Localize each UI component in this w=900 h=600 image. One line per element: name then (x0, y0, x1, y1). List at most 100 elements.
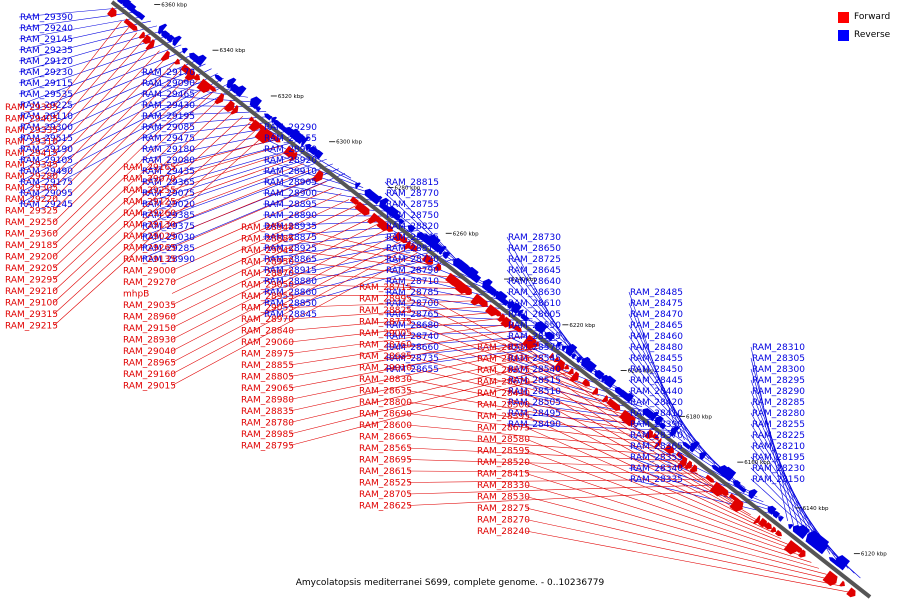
gene-label: RAM_29220 (5, 195, 58, 205)
gene-label: RAM_29105 (20, 156, 73, 166)
gene-label: RAM_28875 (264, 233, 317, 243)
gene-label: RAM_29245 (20, 200, 73, 210)
reverse-gene-arrow (507, 300, 515, 310)
reverse-gene-arrow (355, 182, 361, 189)
forward-gene-arrow (283, 145, 295, 158)
gene-label: RAM_29095 (20, 189, 73, 199)
forward-gene-arrow (399, 235, 408, 244)
forward-gene-arrow (367, 212, 378, 224)
leader-line (171, 205, 357, 294)
reverse-gene-arrow (670, 425, 680, 437)
gene-label: RAM_28540 (508, 365, 561, 375)
gene-label: RAM_29195 (142, 112, 195, 122)
gene-label: RAM_28870 (241, 269, 294, 279)
gene-label: RAM_28660 (386, 343, 439, 353)
reverse-gene-arrow (495, 290, 508, 304)
gene-label: RAM_28435 (477, 355, 530, 365)
gene-label: RAM_28805 (241, 373, 294, 383)
gene-label: RAM_29130 (123, 221, 176, 231)
leader-line (407, 436, 675, 456)
leader-line (628, 313, 691, 445)
leader-line (407, 490, 721, 506)
leader-line (18, 82, 230, 194)
leader-line (525, 358, 736, 504)
leader-line (407, 309, 592, 391)
forward-gene-arrow (214, 93, 225, 105)
gene-label: RAM_29390 (20, 13, 73, 23)
gene-label: RAM_29515 (20, 134, 73, 144)
reverse-gene-arrow (604, 375, 617, 389)
gene-label: RAM_28715 (359, 283, 412, 293)
gene-label: RAM_28525 (359, 479, 412, 489)
gene-label: RAM_29365 (142, 178, 195, 188)
leader-line (140, 154, 321, 216)
reverse-gene-arrow (805, 530, 830, 554)
reverse-gene-arrow (314, 149, 324, 160)
leader-line (53, 50, 160, 165)
forward-gene-arrow (770, 526, 777, 533)
gene-label: RAM_29345 (5, 161, 58, 171)
reverse-gene-arrow (519, 314, 530, 322)
leader-line (525, 461, 804, 557)
gene-label: RAM_29240 (20, 24, 73, 34)
reverse-gene-arrow (511, 302, 522, 315)
gene-label: RAM_28815 (386, 178, 439, 188)
gene-label: RAM_29035 (123, 301, 176, 311)
gene-label: RAM_28645 (508, 266, 561, 276)
forward-gene-arrow (705, 474, 715, 483)
gene-label: RAM_28810 (386, 244, 439, 254)
leader-line (53, 20, 122, 108)
reverse-gene-arrow (721, 466, 737, 482)
leader-line (53, 38, 145, 142)
gene-label: RAM_28845 (264, 310, 317, 320)
gene-label: RAM_28775 (359, 318, 412, 328)
reverse-gene-arrow (834, 555, 850, 571)
leader-line (525, 450, 797, 551)
leader-line (407, 424, 668, 450)
leader-line (407, 286, 577, 379)
reverse-gene-arrow (518, 309, 524, 317)
reverse-gene-arrow (772, 511, 781, 519)
gene-label: RAM_29270 (123, 278, 176, 288)
gene-label: RAM_28885 (241, 235, 294, 245)
forward-gene-arrow (141, 34, 151, 45)
leader-line (171, 228, 388, 340)
forward-gene-arrow (567, 368, 574, 375)
leader-line (53, 26, 130, 119)
forward-gene-arrow (271, 134, 281, 143)
leader-line (407, 470, 698, 474)
gene-label: RAM_28210 (752, 442, 805, 452)
leader-line (171, 217, 372, 317)
gene-label: RAM_28355 (630, 453, 683, 463)
gene-label: RAM_28550 (508, 321, 561, 331)
forward-gene-arrow (664, 443, 674, 454)
gene-label: RAM_29045 (241, 246, 294, 256)
gene-label: RAM_28820 (386, 222, 439, 232)
forward-gene-arrow (822, 570, 838, 586)
gene-label: RAM_28770 (386, 189, 439, 199)
gene-label: RAM_28460 (630, 332, 683, 342)
gene-label: RAM_29465 (142, 90, 195, 100)
gene-label: RAM_29070 (123, 175, 176, 185)
gene-label: RAM_28225 (752, 431, 805, 441)
forward-gene-arrow (174, 58, 180, 65)
gene-label: RAM_28760 (359, 341, 412, 351)
leader-line (407, 378, 638, 426)
reverse-gene-arrow (650, 411, 659, 422)
leader-line (262, 203, 394, 212)
forward-gene-arrow (839, 580, 845, 587)
gene-glyphs (107, 0, 856, 598)
reverse-gene-arrow (161, 30, 171, 40)
gene-label: RAM_28420 (630, 398, 683, 408)
gene-label: RAM_29110 (20, 112, 73, 122)
leader-line (289, 330, 516, 366)
gene-label: RAM_28430 (477, 389, 530, 399)
leader-line (171, 193, 342, 271)
reverse-gene-arrow (301, 136, 310, 147)
forward-gene-arrow (675, 451, 685, 460)
gene-label: RAM_29190 (20, 145, 73, 155)
gene-label: RAM_28475 (630, 299, 683, 309)
leader-line (525, 427, 782, 539)
gene-label: RAM_28280 (752, 409, 805, 419)
gene-label: RAM_28790 (386, 266, 439, 276)
